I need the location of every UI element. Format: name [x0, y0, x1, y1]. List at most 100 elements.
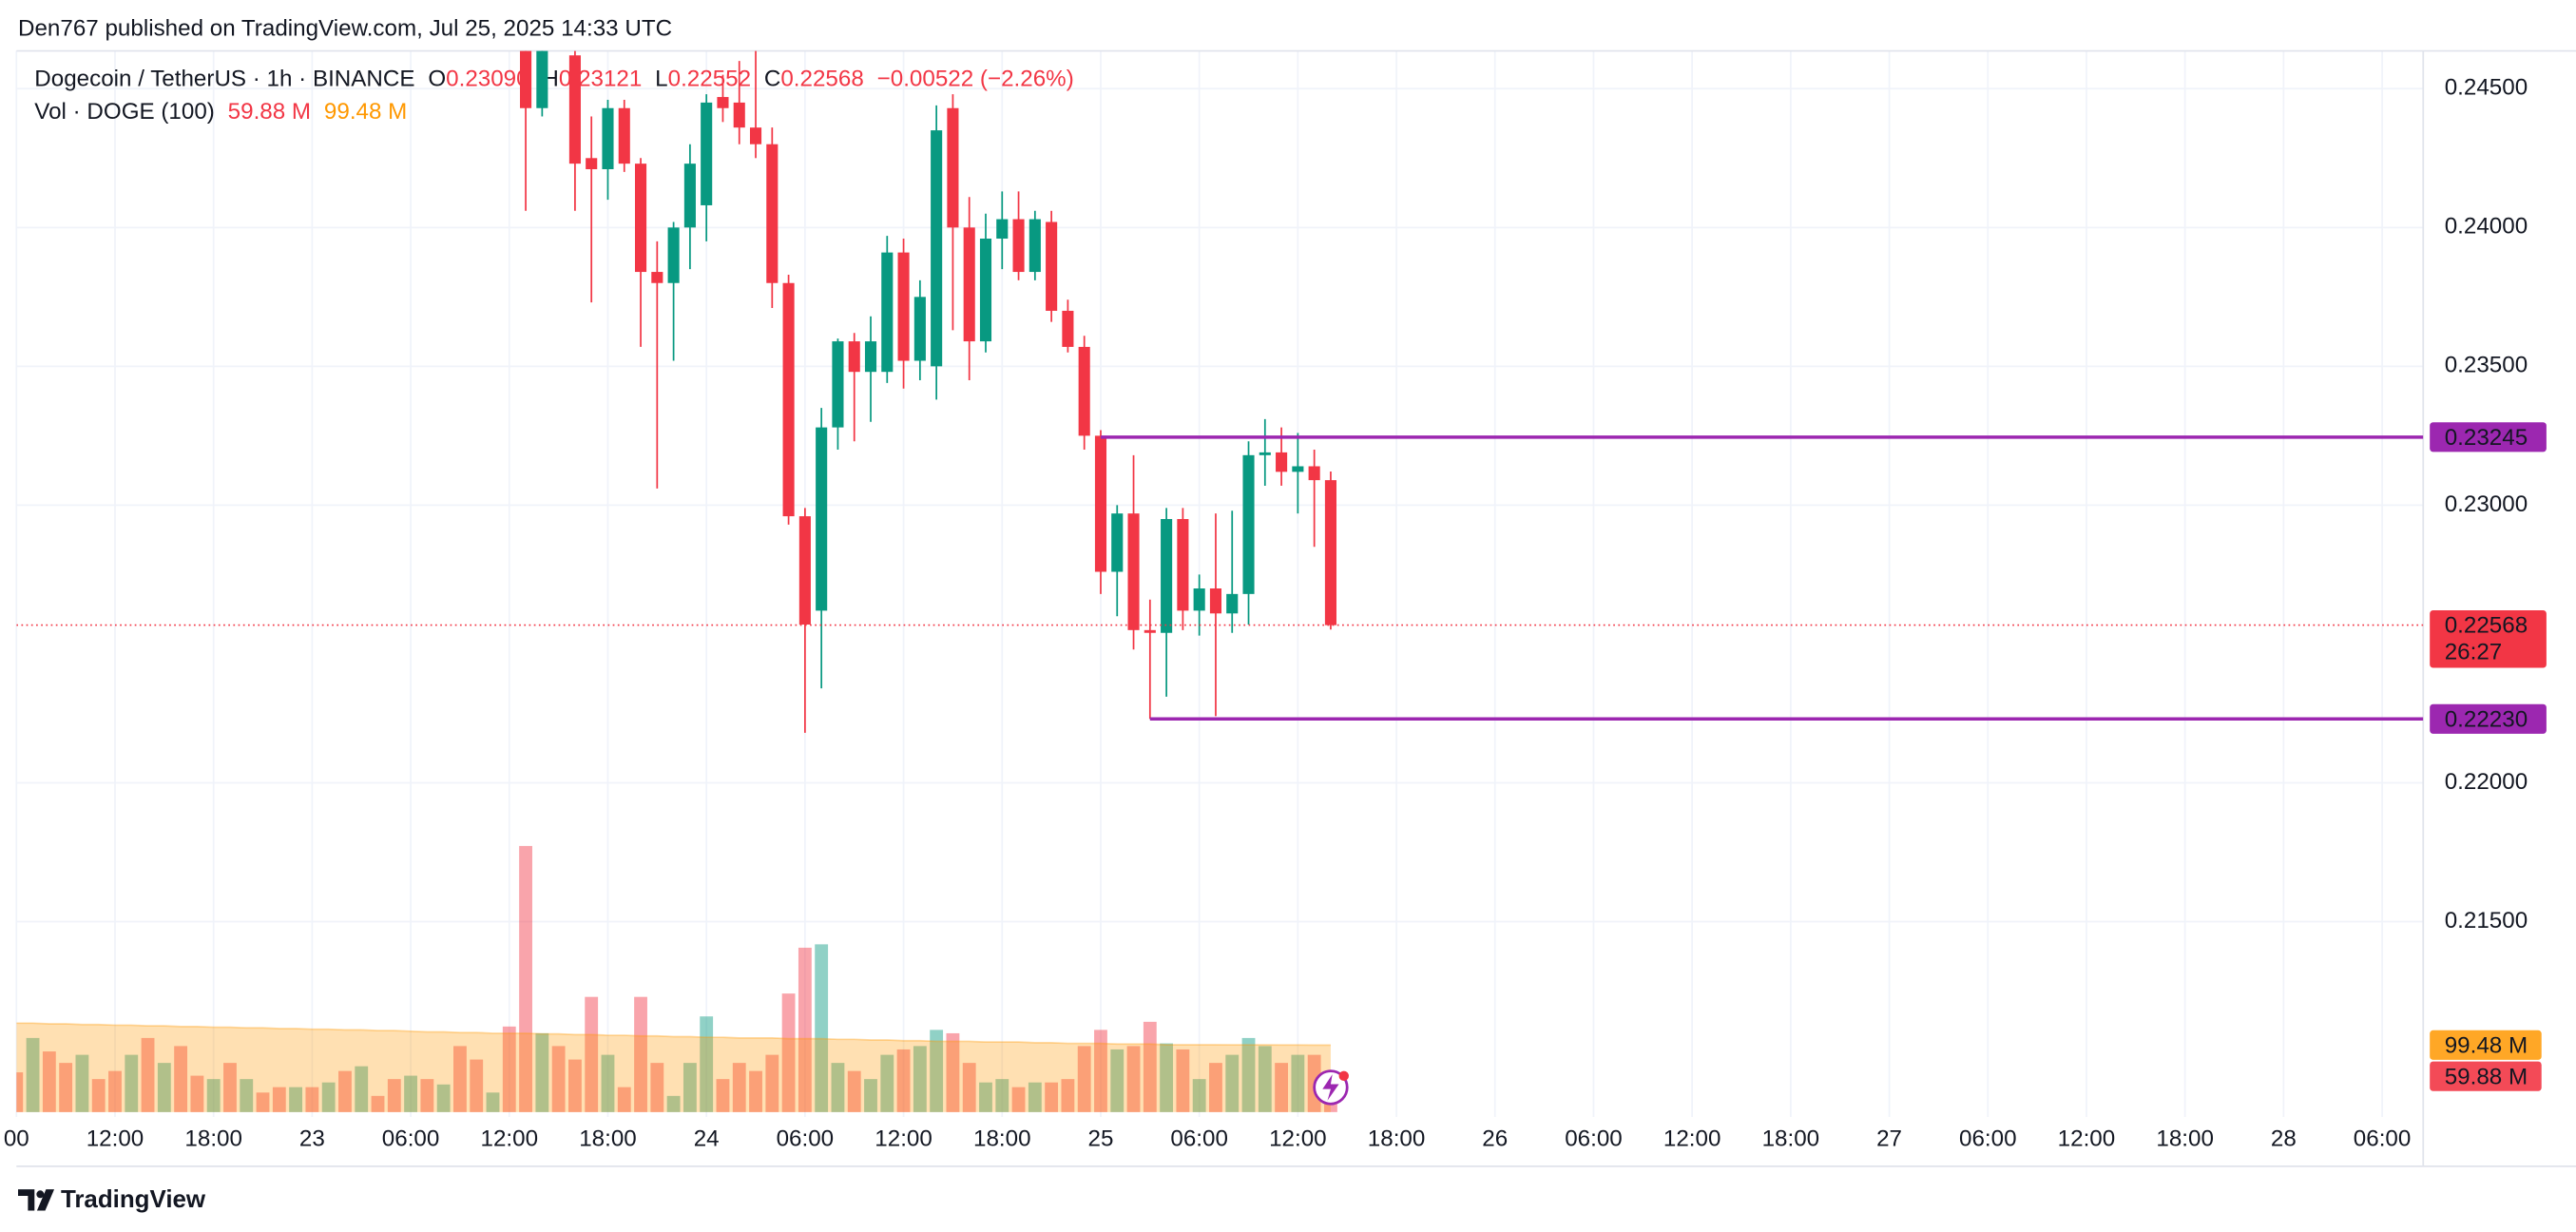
volume-bar: [749, 1070, 762, 1112]
volume-bar: [289, 1087, 303, 1112]
candle-body: [717, 97, 729, 108]
price-line-label-box: [2430, 703, 2547, 734]
candle-body: [749, 127, 762, 144]
x-tick-label: 18:00: [2156, 1126, 2214, 1152]
volume-bar: [1275, 1063, 1288, 1112]
volume-ma-box: [2430, 1030, 2542, 1060]
x-tick-label: 06:00: [2354, 1126, 2412, 1152]
volume-bar: [1291, 1054, 1305, 1112]
volume-bar: [256, 1092, 270, 1112]
volume-bar: [420, 1079, 434, 1112]
volume-bar: [125, 1054, 139, 1112]
candle-body: [1226, 593, 1239, 614]
ohlc-name: O: [428, 67, 446, 92]
last-price-label: 0.22568: [2445, 613, 2528, 639]
candle-body: [931, 130, 943, 367]
candle-body: [536, 50, 548, 108]
volume-bar: [141, 1037, 155, 1112]
volume-bar: [240, 1079, 254, 1112]
candle-body: [618, 107, 630, 164]
volume-bar: [75, 1054, 89, 1112]
volume-ma-area: [16, 1023, 1331, 1112]
candle-body: [848, 341, 860, 373]
volume-bar: [305, 1087, 319, 1112]
volume-bar: [1011, 1087, 1026, 1112]
x-tick-label: 12:00: [1663, 1126, 1721, 1152]
candle-body: [1111, 513, 1124, 572]
volume-bar: [206, 1079, 221, 1112]
volume-last-axis-label: 59.88 M: [2445, 1064, 2528, 1089]
plot-area: [16, 50, 2424, 1112]
candle-body: [897, 252, 910, 361]
volume-bar: [26, 1037, 40, 1112]
countdown-label: 26:27: [2445, 639, 2503, 664]
price-line-label: 0.23245: [2445, 425, 2528, 451]
x-tick-label: 06:00: [382, 1126, 440, 1152]
y-tick-label: 0.23000: [2445, 491, 2528, 517]
volume-bar: [601, 1054, 615, 1112]
volume-bar: [190, 1075, 204, 1112]
x-tick-label: 18:00: [973, 1126, 1031, 1152]
x-tick-label: 12:00: [2058, 1126, 2116, 1152]
x-tick-label: 23: [299, 1126, 325, 1152]
volume-bar: [1061, 1079, 1075, 1112]
candle-body: [832, 341, 844, 428]
volume-bar: [157, 1063, 171, 1112]
legend-main: Dogecoin / TetherUS · 1h · BINANCE O0.230…: [34, 67, 1073, 92]
candle-body: [733, 102, 745, 128]
candle-body: [1028, 219, 1041, 273]
volume-bar: [650, 1063, 664, 1112]
candle-body: [979, 239, 992, 342]
volume-bar: [174, 1046, 188, 1112]
volume-bar: [535, 1032, 549, 1112]
candle-body: [996, 219, 1009, 240]
volume-bar: [1225, 1054, 1240, 1112]
volume-bar: [1209, 1063, 1222, 1112]
y-tick-label: 0.24500: [2445, 75, 2528, 101]
volume-ma-axis-label: 99.48 M: [2445, 1032, 2528, 1058]
candle-body: [1094, 435, 1107, 572]
volume-bar: [59, 1063, 73, 1112]
candle-body: [816, 427, 828, 611]
candle-body: [1012, 219, 1025, 273]
volume-bar: [91, 1079, 106, 1112]
x-tick-label: 12:00: [481, 1126, 539, 1152]
candle-body: [963, 227, 975, 342]
volume-bar: [732, 1063, 746, 1112]
volume-bar: [1028, 1082, 1042, 1112]
x-tick-label: 26: [1482, 1126, 1508, 1152]
x-tick-label: 28: [2271, 1126, 2297, 1152]
x-tick-label: 06:00: [1565, 1126, 1623, 1152]
volume-bar: [223, 1063, 237, 1112]
volume-bar: [338, 1070, 352, 1112]
y-tick-label: 0.23500: [2445, 353, 2528, 378]
volume-bar: [716, 1079, 730, 1112]
volume-bar: [1143, 1021, 1157, 1112]
x-tick-label: 12:00: [875, 1126, 932, 1152]
volume-bar: [864, 1079, 877, 1112]
volume-bar: [519, 845, 532, 1112]
y-tick-label: 0.21500: [2445, 908, 2528, 934]
candle-body: [1324, 480, 1336, 626]
x-tick-label: 18:00: [184, 1126, 242, 1152]
candle-body: [766, 144, 779, 283]
candle-body: [1242, 454, 1255, 594]
volume-bar: [1077, 1046, 1091, 1112]
candle-body: [1062, 310, 1074, 347]
y-tick-label: 0.22000: [2445, 769, 2528, 795]
x-tick-label: 18:00: [579, 1126, 637, 1152]
candle-body: [683, 164, 696, 228]
volume-bar: [272, 1087, 286, 1112]
volume-last: 59.88 M: [228, 100, 311, 125]
price-line-label: 0.22230: [2445, 706, 2528, 732]
x-tick-label: 12:00: [87, 1126, 144, 1152]
brand-name: TradingView: [61, 1186, 206, 1213]
volume-bar: [682, 1063, 697, 1112]
volume-bar: [108, 1070, 122, 1112]
alert-icon[interactable]: [1313, 1069, 1349, 1106]
volume-bar: [1094, 1030, 1107, 1112]
candle-body: [1276, 452, 1288, 472]
candle-body: [1144, 629, 1156, 633]
volume-bar: [831, 1063, 845, 1112]
